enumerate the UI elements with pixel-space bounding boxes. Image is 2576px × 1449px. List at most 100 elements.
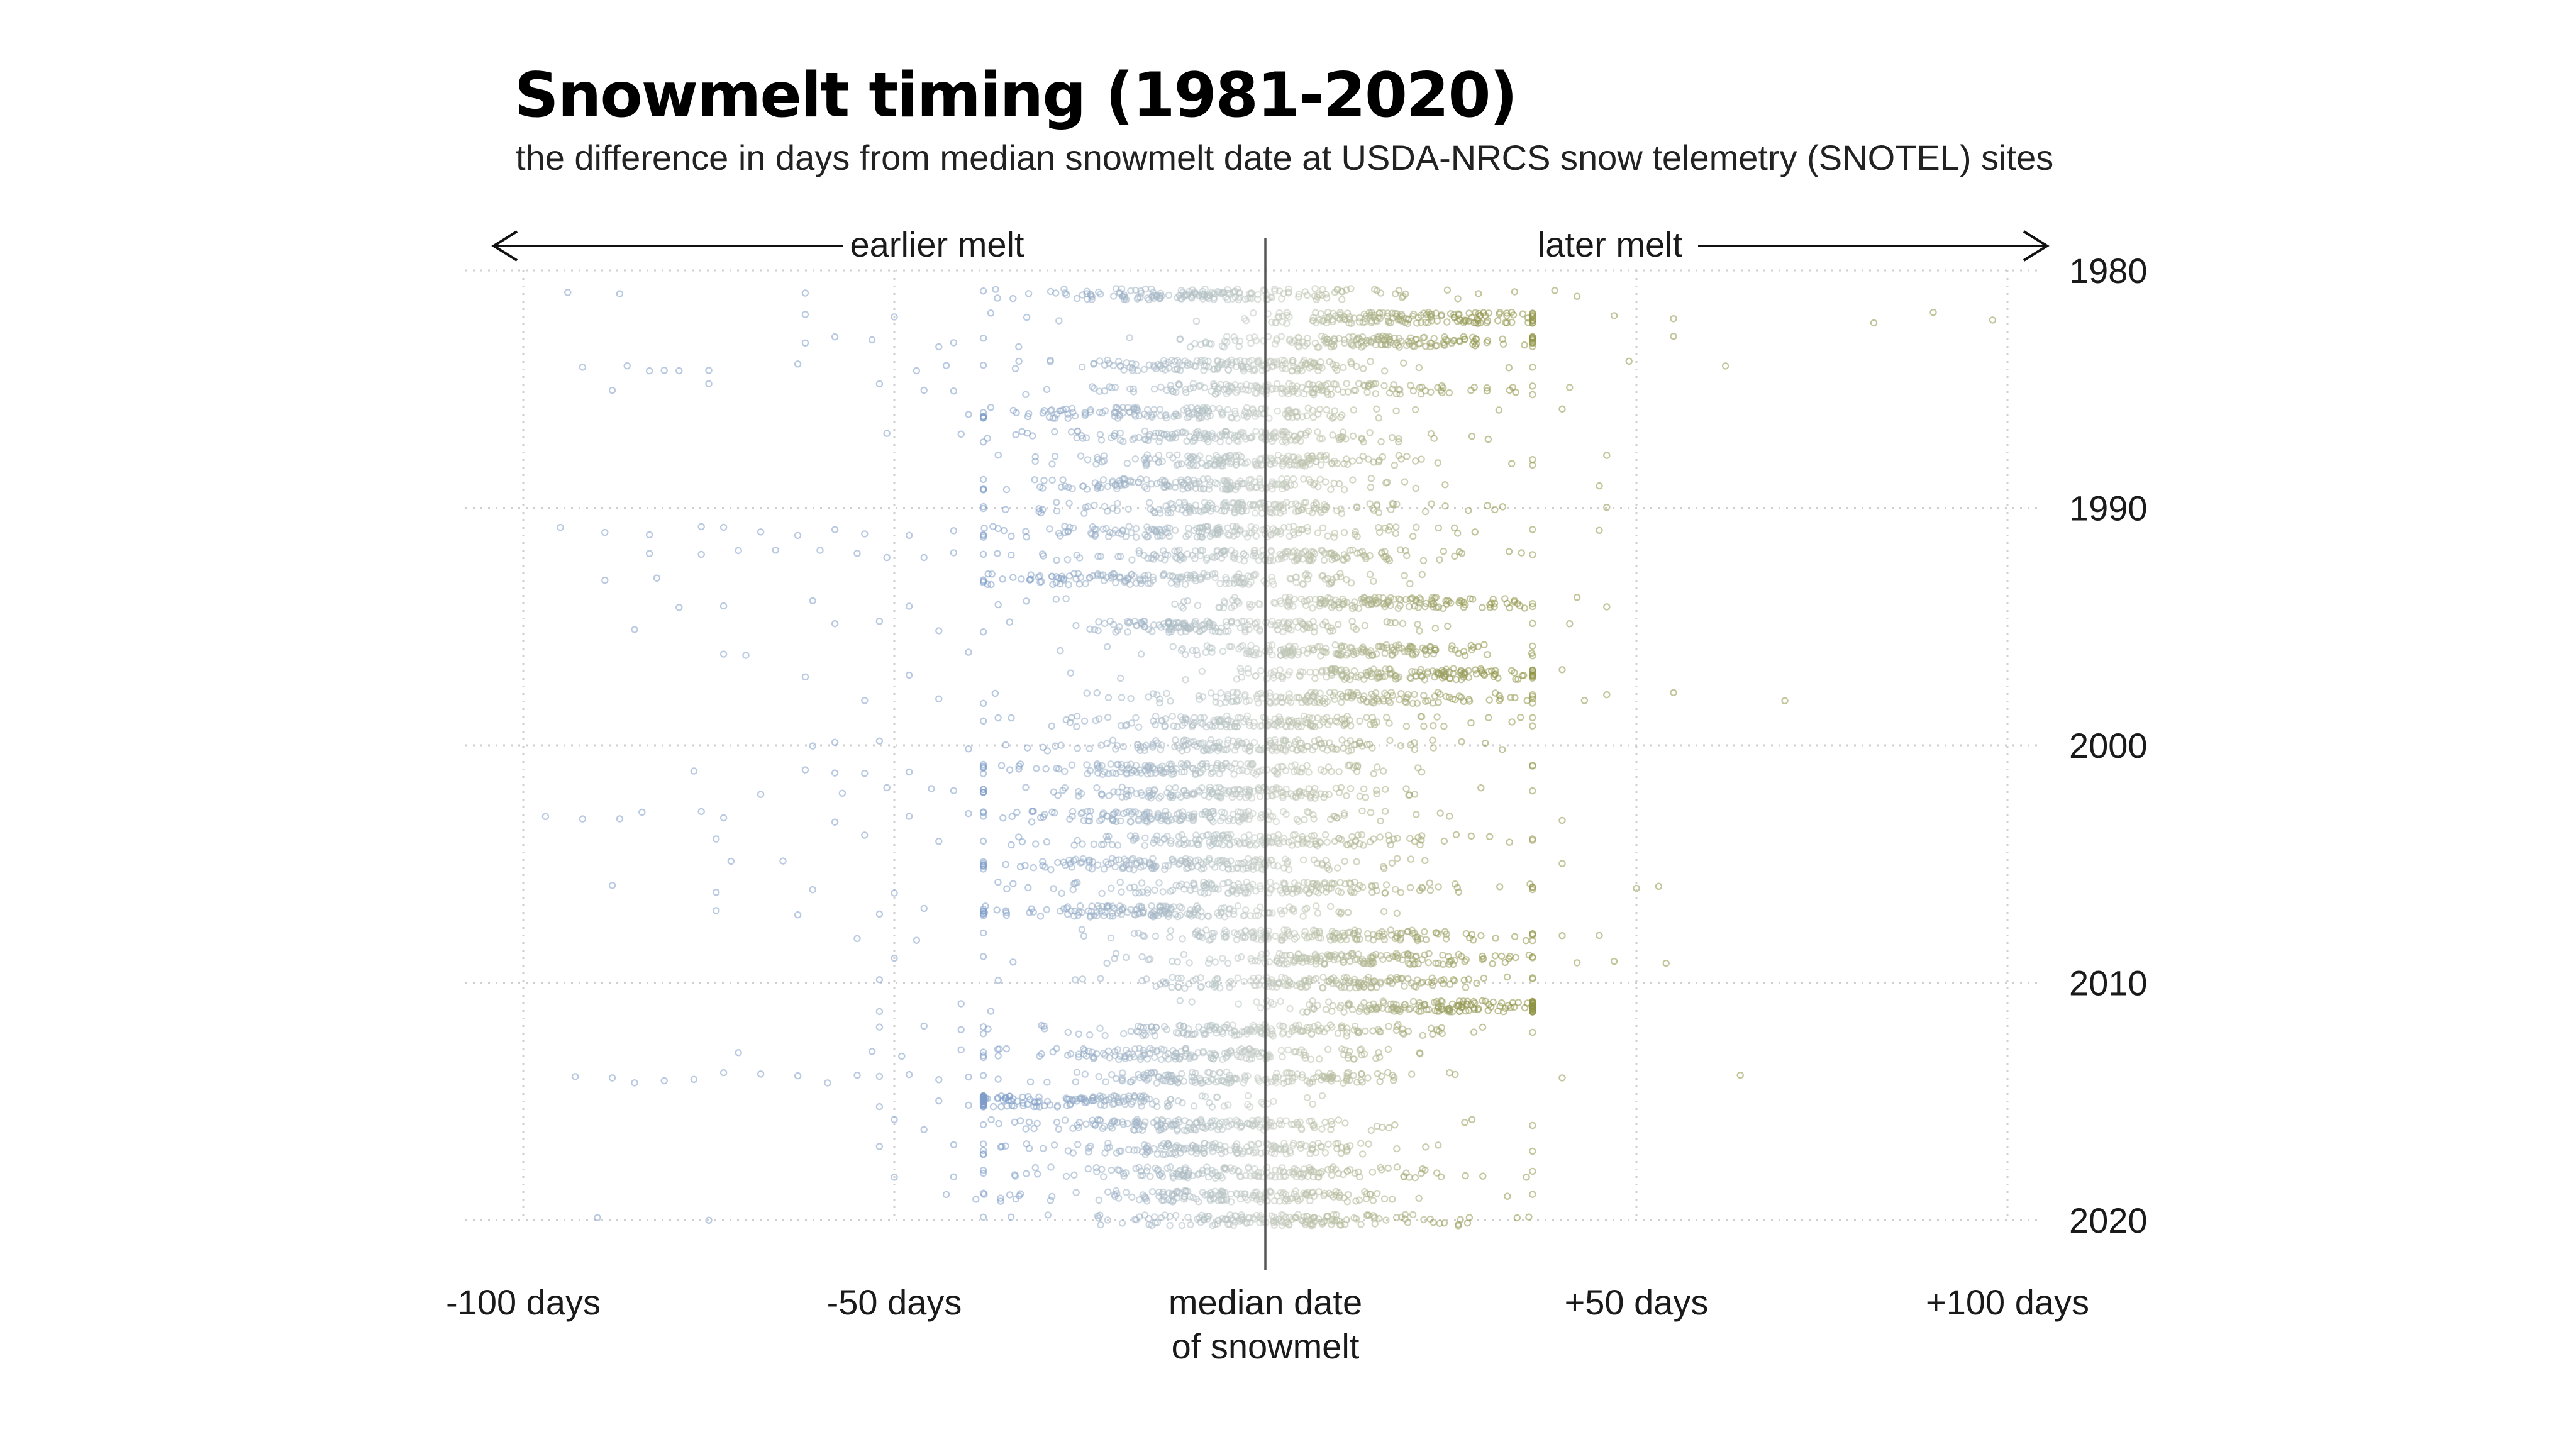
data-point — [1299, 856, 1307, 864]
data-point — [1047, 865, 1055, 874]
data-point — [1314, 909, 1322, 917]
data-point — [1366, 429, 1374, 436]
data-point — [1061, 523, 1069, 530]
data-point — [1088, 902, 1096, 910]
data-point — [1067, 669, 1075, 677]
data-point — [1211, 435, 1219, 442]
data-point — [1103, 643, 1111, 651]
data-point — [1360, 552, 1368, 559]
data-point — [1269, 509, 1276, 517]
data-point — [1326, 902, 1335, 911]
data-point — [1116, 879, 1124, 886]
data-point — [1155, 458, 1163, 467]
data-point — [1327, 550, 1335, 558]
data-point — [1120, 481, 1128, 489]
data-point — [1304, 335, 1311, 342]
data-point — [1367, 319, 1375, 326]
data-point — [1097, 741, 1105, 749]
data-point — [1143, 485, 1151, 493]
data-point — [1046, 287, 1055, 296]
data-point — [1169, 713, 1176, 720]
data-point — [1303, 291, 1311, 299]
data-point — [1008, 532, 1015, 540]
data-point — [1077, 452, 1085, 460]
data-point — [1256, 478, 1264, 486]
data-point — [1031, 840, 1040, 848]
data-point — [1104, 482, 1112, 491]
data-point — [1011, 365, 1019, 372]
data-point — [1238, 508, 1246, 516]
data-point — [1024, 884, 1032, 892]
data-point — [1382, 881, 1391, 889]
data-point — [1431, 625, 1439, 632]
data-point — [1128, 360, 1136, 367]
data-point — [1132, 714, 1140, 722]
data-point — [1068, 404, 1076, 413]
data-point — [1392, 290, 1399, 297]
data-point — [1155, 452, 1163, 459]
data-point — [1083, 761, 1091, 769]
data-point — [1157, 412, 1165, 419]
data-point — [1271, 526, 1279, 534]
data-point — [979, 409, 987, 416]
data-point — [1529, 391, 1536, 399]
data-point — [1472, 319, 1480, 327]
data-point — [1337, 573, 1345, 580]
data-point — [1145, 499, 1153, 507]
data-point — [1269, 577, 1277, 585]
data-point — [1307, 479, 1314, 486]
data-point — [1018, 575, 1025, 583]
data-point — [1140, 456, 1148, 464]
data-point — [979, 531, 987, 540]
data-point — [1224, 366, 1232, 374]
data-point — [1126, 385, 1134, 393]
data-point — [1204, 523, 1211, 530]
data-point — [1269, 480, 1277, 488]
data-point — [1324, 316, 1332, 323]
data-point — [1180, 950, 1188, 958]
data-point — [1223, 360, 1230, 367]
data-point — [1231, 336, 1240, 345]
data-point — [1031, 453, 1040, 461]
data-point — [1202, 556, 1211, 564]
data-point — [1116, 480, 1124, 487]
data-point — [1235, 451, 1243, 459]
data-point — [1124, 505, 1133, 513]
data-point — [1465, 506, 1472, 514]
data-point — [1178, 553, 1186, 562]
data-point — [1285, 523, 1293, 531]
data-point — [1392, 530, 1399, 538]
data-point — [1477, 931, 1485, 940]
data-point — [1065, 581, 1072, 589]
data-point — [1091, 501, 1098, 509]
data-point — [1038, 550, 1046, 558]
data-point — [1255, 358, 1262, 366]
data-point — [1375, 523, 1382, 531]
data-point — [1133, 404, 1141, 412]
data-point — [1399, 619, 1407, 628]
data-point — [1043, 838, 1051, 846]
data-point — [1121, 293, 1129, 301]
data-point — [1330, 335, 1338, 343]
data-point — [1201, 384, 1209, 392]
data-point — [1137, 287, 1145, 295]
data-point — [1330, 533, 1338, 541]
data-point — [1150, 551, 1158, 558]
data-point — [1022, 391, 1030, 399]
data-point — [1235, 507, 1242, 514]
data-point — [1424, 958, 1433, 967]
data-point — [1218, 457, 1226, 465]
data-point — [1450, 524, 1458, 532]
data-point — [1049, 414, 1057, 422]
data-point — [1417, 390, 1425, 398]
data-point — [987, 580, 995, 589]
data-point — [1157, 383, 1165, 391]
data-point — [1234, 526, 1241, 534]
data-point — [1359, 319, 1367, 326]
data-point — [1208, 430, 1216, 438]
data-point — [1057, 647, 1064, 655]
data-point — [1499, 340, 1507, 348]
data-point — [1341, 316, 1349, 324]
data-point — [1241, 530, 1249, 538]
data-point — [1331, 407, 1338, 414]
